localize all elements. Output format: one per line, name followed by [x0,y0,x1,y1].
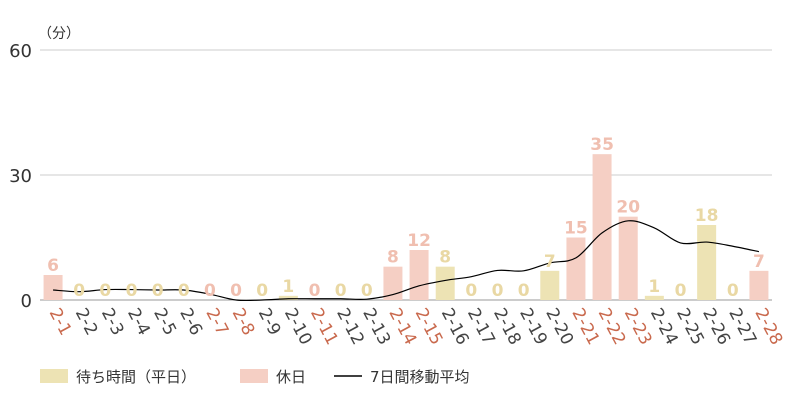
data-label-2-11: 0 [309,281,321,301]
y-tick-label-60: 60 [9,41,32,62]
legend-layer: 待ち時間（平日） 休日 7日間移動平均 [40,368,470,386]
bar-weekday-2-24 [644,295,664,300]
x-tick-label-2-8: 2-8 [228,305,259,339]
bar-weekday-2-26 [697,225,717,300]
data-label-2-5: 0 [152,281,164,301]
line-layer [53,220,760,302]
data-label-2-1: 6 [47,256,59,276]
data-label-2-23: 20 [616,198,640,218]
data-label-2-25: 0 [675,281,687,301]
data-label-2-27: 0 [727,281,739,301]
bar-holiday-2-21 [566,237,586,300]
data-label-2-14: 8 [387,248,399,268]
x-tick-label-2-6: 2-6 [175,305,206,339]
data-label-2-19: 0 [518,281,530,301]
data-label-2-21: 15 [564,219,588,239]
data-label-2-15: 12 [407,231,431,251]
data-label-2-2: 0 [73,281,85,301]
data-label-2-18: 0 [492,281,504,301]
legend-label-holiday: 休日 [276,368,306,386]
data-label-2-9: 0 [256,281,268,301]
legend-label-weekday: 待ち時間（平日） [76,368,196,386]
x-tick-label-2-1: 2-1 [45,305,76,339]
bar-weekday-2-20 [540,270,560,300]
data-label-2-7: 0 [204,281,216,301]
legend-swatch-holiday [240,369,268,383]
y-tick-label-30: 30 [9,166,32,187]
y-tick-label-0: 0 [21,291,32,312]
data-label-2-22: 35 [590,135,614,155]
bar-weekday-2-16 [435,266,455,300]
x-tick-label-2-28: 2-28 [751,305,787,348]
y-unit-label: （分） [38,26,80,42]
data-label-2-16: 8 [439,248,451,268]
bar-layer [43,154,769,300]
moving-average-line [53,220,760,302]
data-label-2-13: 0 [361,281,373,301]
data-label-2-3: 0 [99,281,111,301]
x-tick-label-2-9: 2-9 [254,305,285,339]
x-tick-label-2-2: 2-2 [71,305,102,339]
data-label-2-6: 0 [178,281,190,301]
x-tick-label-2-3: 2-3 [97,305,128,339]
data-label-2-4: 0 [126,281,138,301]
data-label-2-20: 7 [544,252,556,272]
bar-holiday-2-14 [383,266,403,300]
bar-weekday-2-10 [278,295,298,300]
x-tick-label-2-4: 2-4 [123,305,154,339]
x-tick-label-2-5: 2-5 [149,305,180,339]
legend-swatch-weekday [40,369,68,383]
data-label-2-28: 7 [753,252,765,272]
data-label-2-26: 18 [695,206,719,226]
bar-holiday-2-22 [592,154,612,300]
x-tick-label-2-7: 2-7 [202,305,233,339]
legend-label-moving-average: 7日間移動平均 [370,368,470,386]
data-label-2-8: 0 [230,281,242,301]
data-label-2-10: 1 [282,277,294,297]
data-label-2-12: 0 [335,281,347,301]
data-label-2-24: 1 [648,277,660,297]
bar-holiday-2-23 [618,216,638,300]
grid-layer [40,49,772,301]
bar-holiday-2-1 [43,275,63,300]
bar-holiday-2-28 [749,270,769,300]
bar-holiday-2-15 [409,250,429,300]
data-label-2-17: 0 [465,281,477,301]
